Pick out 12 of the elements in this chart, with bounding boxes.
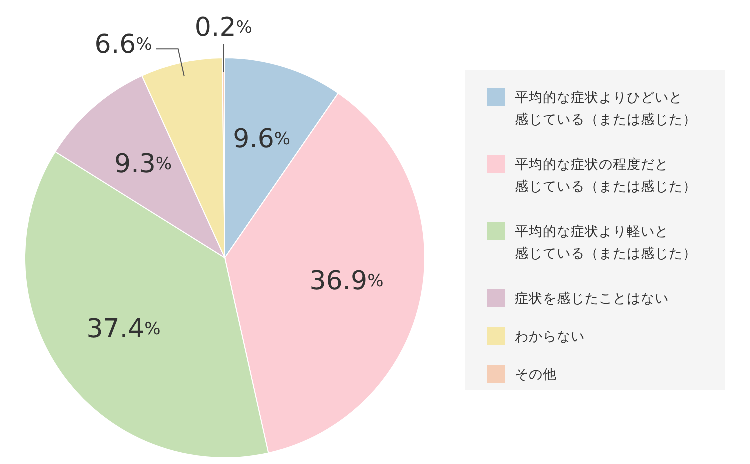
data-label: 37.4%	[86, 314, 161, 345]
legend-label: その他	[515, 367, 557, 383]
data-label: 9.3%	[114, 150, 172, 180]
legend-label: 症状を感じたことはない	[515, 291, 669, 307]
legend-label: 平均的な症状よりひどいと感じている（または感じた）	[515, 90, 697, 128]
legend-label: 平均的な症状の程度だと感じている（または感じた）	[515, 157, 697, 195]
legend-label: わからない	[515, 329, 585, 345]
data-label: 36.9%	[310, 266, 384, 297]
data-label: 9.6%	[233, 124, 291, 155]
legend-label: 平均的な症状より軽いと感じている（または感じた）	[515, 224, 697, 262]
data-label: 6.6%	[94, 30, 152, 60]
data-label: 0.2%	[194, 13, 252, 44]
